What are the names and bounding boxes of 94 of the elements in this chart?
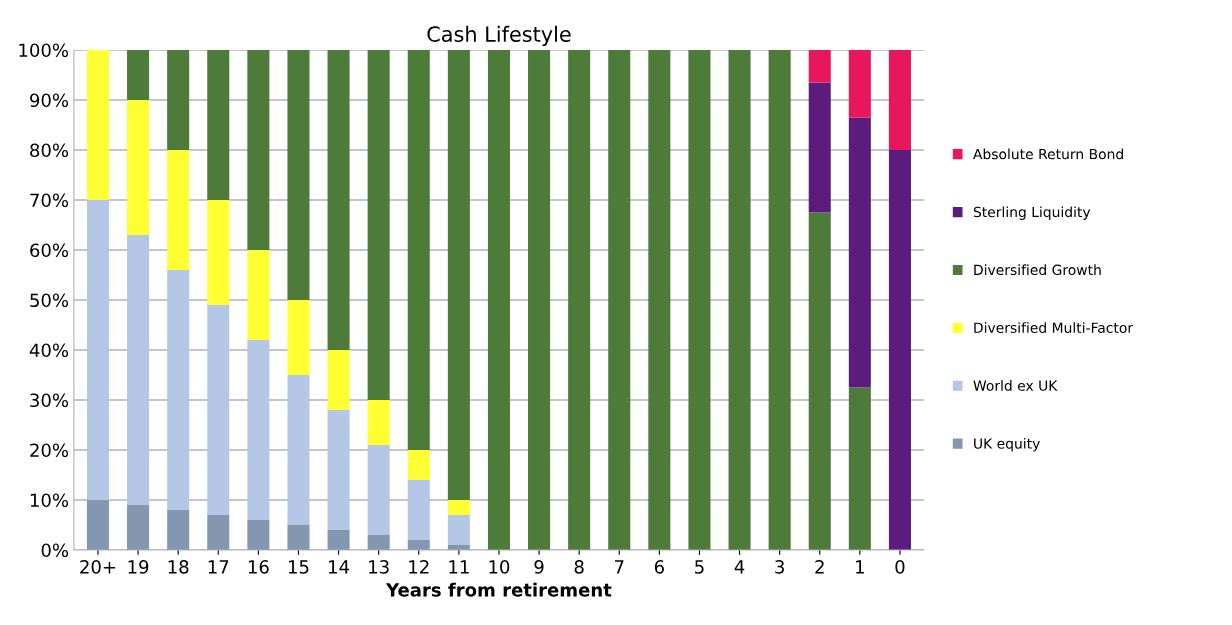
x-tick-label: 9 — [534, 560, 544, 574]
y-tick-label: 90% — [30, 93, 69, 108]
bar — [888, 150, 911, 550]
x-tick-label: 0 — [895, 560, 905, 574]
bar — [848, 50, 871, 118]
legend-label: UK equity — [974, 437, 1040, 452]
y-tick-label: 10% — [30, 493, 69, 508]
bar — [327, 530, 350, 550]
bar — [407, 480, 430, 540]
legend-label: World ex UK — [973, 380, 1058, 391]
legend-label: Diversified Growth — [974, 264, 1101, 276]
bar — [127, 505, 150, 550]
bar — [568, 50, 591, 550]
bar — [287, 50, 310, 300]
y-tick-label: 50% — [30, 293, 69, 308]
bar — [247, 340, 270, 520]
y-tick-label: 0% — [41, 543, 69, 558]
bar — [608, 50, 631, 550]
x-tick-label: 18 — [168, 560, 189, 574]
y-tick-label: 80% — [30, 143, 69, 158]
y-tick-label: 40% — [29, 343, 69, 358]
legend-label: Sterling Liquidity — [973, 206, 1091, 220]
x-tick-label: 11 — [449, 560, 469, 574]
bar — [808, 50, 831, 83]
y-tick-label: 100% — [19, 43, 69, 58]
bar — [808, 82, 831, 213]
bar — [207, 305, 230, 515]
x-tick-label: 13 — [369, 560, 389, 574]
x-tick-label: 14 — [329, 560, 350, 574]
x-axis-title: Years from retirement — [385, 582, 612, 597]
bar — [407, 50, 430, 450]
bar — [127, 50, 150, 100]
x-tick-label: 15 — [288, 560, 309, 574]
bar — [327, 350, 350, 410]
bar — [367, 445, 390, 535]
y-tick-label: 70% — [30, 193, 69, 208]
bar — [207, 50, 230, 200]
bar — [167, 50, 190, 150]
x-tick-label: 17 — [208, 560, 229, 574]
bar — [487, 50, 510, 550]
bar — [768, 50, 791, 550]
x-tick-label: 7 — [614, 560, 624, 574]
x-tick-label: 10 — [489, 560, 510, 574]
bar — [167, 150, 190, 270]
legend-label: Diversified Multi-Factor — [974, 322, 1134, 333]
bar — [167, 270, 190, 510]
bar — [86, 200, 110, 500]
y-tick-label: 60% — [30, 243, 69, 258]
bar — [327, 410, 350, 530]
x-tick-label: 16 — [248, 560, 269, 574]
bar — [648, 50, 671, 550]
chart-title: Cash Lifestyle — [427, 25, 571, 46]
bar — [167, 510, 190, 550]
y-tick-label: 20% — [30, 443, 69, 458]
bar — [287, 375, 310, 525]
bar — [407, 450, 430, 480]
bar — [287, 525, 310, 550]
x-tick-label: 19 — [128, 560, 149, 574]
x-tick-label: 20+ — [80, 560, 116, 574]
bar — [247, 250, 270, 340]
bar — [86, 500, 110, 550]
x-tick-label: 8 — [574, 560, 584, 574]
bar — [407, 540, 430, 550]
x-tick-label: 4 — [734, 560, 745, 574]
bar — [327, 50, 350, 350]
x-tick-label: 5 — [695, 560, 704, 574]
x-tick-label: 6 — [654, 560, 664, 574]
bar — [528, 50, 551, 550]
bar — [447, 515, 470, 545]
bar — [447, 50, 470, 500]
bar — [888, 50, 911, 150]
bar — [367, 400, 390, 445]
bar — [207, 200, 230, 305]
bar — [247, 520, 270, 550]
bar — [86, 50, 110, 200]
x-tick-label: 3 — [775, 560, 784, 574]
bar — [367, 535, 390, 550]
bar — [127, 100, 150, 235]
bar — [127, 235, 150, 505]
x-tick-label: 12 — [409, 560, 429, 574]
x-tick-label: 2 — [815, 560, 824, 574]
bar — [367, 50, 390, 400]
bar — [808, 212, 831, 550]
bar — [447, 500, 470, 515]
bar — [287, 300, 310, 375]
legend-label: Absolute Return Bond — [973, 148, 1123, 160]
bar — [728, 50, 751, 550]
bar — [848, 387, 871, 550]
x-tick-label: 1 — [856, 560, 864, 574]
bar — [247, 50, 270, 250]
bar — [207, 515, 230, 550]
bar — [688, 50, 711, 550]
y-tick-label: 30% — [30, 393, 69, 408]
bar — [848, 117, 871, 388]
